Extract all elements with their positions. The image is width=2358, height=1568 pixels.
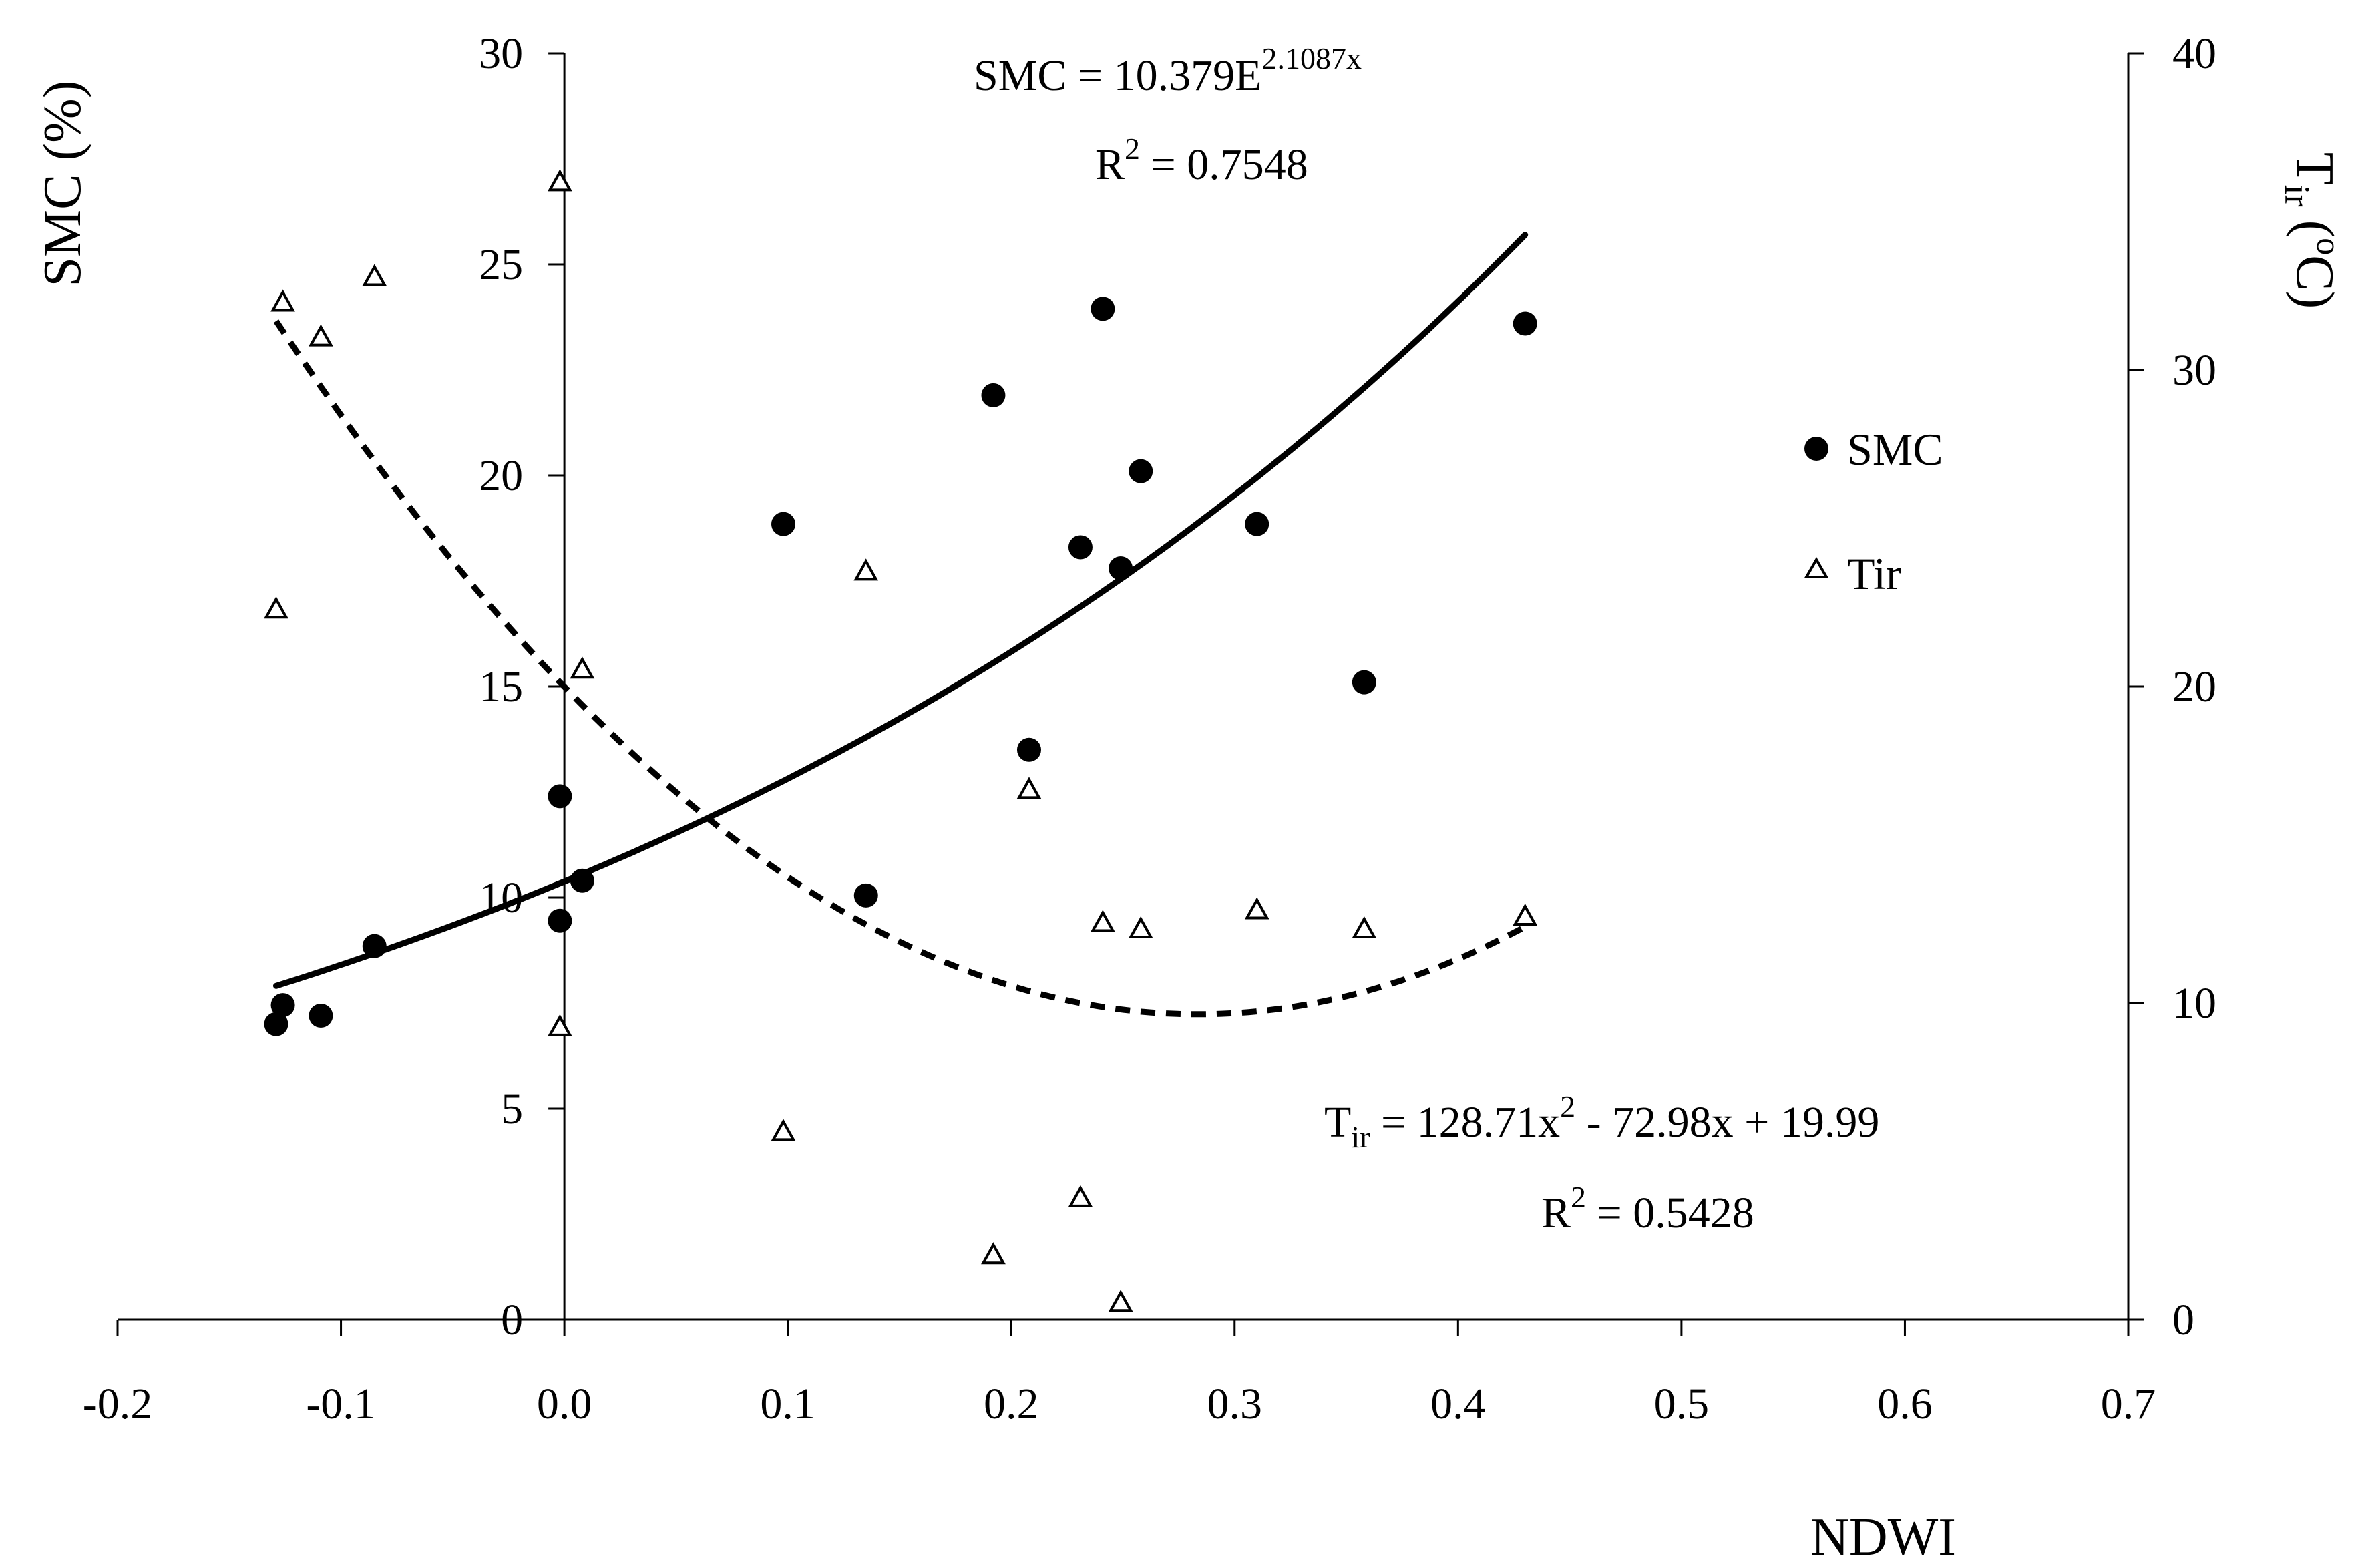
tir-point bbox=[270, 289, 295, 312]
right-y-axis-title: Tir (oC) bbox=[2277, 152, 2347, 309]
smc-point bbox=[570, 868, 594, 893]
tir-point bbox=[1244, 897, 1269, 920]
tir-r-squared: R2 = 0.5428 bbox=[1541, 1180, 1754, 1237]
x-tick-label: -0.1 bbox=[306, 1380, 375, 1428]
smc-point bbox=[1091, 297, 1115, 321]
x-tick-label: 0.3 bbox=[1207, 1380, 1263, 1428]
smc-points bbox=[264, 297, 1537, 1036]
tir-point bbox=[570, 656, 595, 679]
tir-point bbox=[1513, 903, 1538, 926]
legend-smc-marker bbox=[1804, 437, 1828, 461]
y-right-tick-label: 10 bbox=[2172, 979, 2216, 1028]
tir-point bbox=[1128, 916, 1153, 938]
tir-point bbox=[1108, 1290, 1133, 1312]
tir-point bbox=[853, 558, 879, 581]
x-tick-label: 0.6 bbox=[1877, 1380, 1933, 1428]
tir-point bbox=[548, 1014, 572, 1036]
x-tick-label: 0.0 bbox=[537, 1380, 592, 1428]
y-left-tick-label: 25 bbox=[479, 240, 523, 289]
tir-point bbox=[309, 324, 333, 347]
tir-point bbox=[1352, 916, 1377, 938]
tir-point bbox=[1090, 910, 1115, 932]
y-left-tick-label: 30 bbox=[479, 29, 523, 78]
tir-points bbox=[264, 169, 1538, 1312]
y-left-tick-label: 5 bbox=[501, 1085, 523, 1133]
y-left-tick-label: 15 bbox=[479, 662, 523, 711]
y-right-tick-label: 20 bbox=[2172, 662, 2216, 711]
smc-point bbox=[1129, 459, 1153, 483]
y-right-ticks: 0 10 20 30 40 bbox=[2128, 29, 2216, 1344]
y-left-tick-label: 20 bbox=[479, 451, 523, 500]
y-right-tick-label: 40 bbox=[2172, 29, 2216, 78]
smc-point bbox=[264, 1012, 288, 1036]
tir-trendline bbox=[273, 319, 1527, 1018]
smc-r-squared: R2 = 0.7548 bbox=[1095, 132, 1308, 189]
legend-tir-label: Tir bbox=[1847, 548, 1901, 599]
legend-tir-marker bbox=[1804, 556, 1829, 578]
smc-point bbox=[771, 512, 795, 536]
y-left-tick-label: 0 bbox=[501, 1296, 523, 1344]
y-right-tick-label: 0 bbox=[2172, 1296, 2194, 1344]
x-tick-label: 0.2 bbox=[984, 1380, 1039, 1428]
x-tick-label: 0.7 bbox=[2101, 1380, 2156, 1428]
left-y-axis-title: SMC (%) bbox=[33, 81, 92, 287]
tir-point bbox=[981, 1242, 1006, 1265]
y-right-tick-label: 30 bbox=[2172, 346, 2216, 395]
smc-point bbox=[981, 383, 1006, 407]
tir-equation: Tir = 128.71x2 - 72.98x + 19.99 bbox=[1324, 1089, 1879, 1154]
smc-point bbox=[1245, 512, 1269, 536]
smc-point bbox=[1068, 535, 1093, 560]
tir-point bbox=[1068, 1185, 1093, 1207]
smc-point bbox=[853, 883, 878, 908]
smc-point bbox=[1513, 311, 1537, 336]
x-tick-label: 0.5 bbox=[1654, 1380, 1710, 1428]
smc-equation: SMC = 10.379E2.1087x bbox=[974, 41, 1362, 100]
smc-trendline bbox=[273, 232, 1529, 989]
x-tick-label: 0.1 bbox=[760, 1380, 815, 1428]
tir-point bbox=[771, 1119, 796, 1141]
tir-point bbox=[548, 169, 572, 192]
smc-point bbox=[1016, 737, 1041, 762]
smc-point bbox=[270, 993, 295, 1018]
x-tick-label: -0.2 bbox=[83, 1380, 152, 1428]
x-tick-label: 0.4 bbox=[1430, 1380, 1486, 1428]
smc-point bbox=[1352, 670, 1376, 695]
legend-smc-label: SMC bbox=[1847, 424, 1943, 475]
x-ticks: -0.2 -0.1 0.0 0.1 0.2 0.3 0.4 0.5 0.6 0.7 bbox=[83, 1320, 2156, 1428]
smc-point bbox=[548, 908, 572, 933]
smc-point bbox=[1109, 556, 1133, 581]
legend: SMC Tir bbox=[1804, 424, 1943, 599]
smc-point bbox=[548, 784, 572, 809]
x-axis-title: NDWI bbox=[1810, 1508, 1956, 1567]
smc-point bbox=[362, 934, 387, 958]
tir-point bbox=[362, 264, 387, 286]
smc-point bbox=[309, 1003, 333, 1028]
tir-point bbox=[1016, 777, 1042, 799]
tir-point bbox=[264, 596, 288, 619]
